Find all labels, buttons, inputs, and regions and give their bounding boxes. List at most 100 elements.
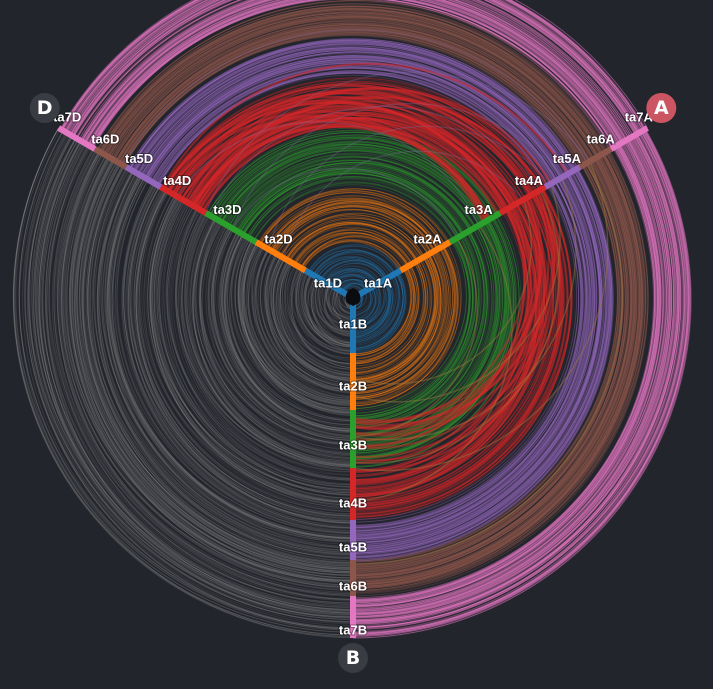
link-b-d — [320, 282, 354, 337]
link-d-a — [98, 6, 604, 154]
link-b-d — [56, 149, 354, 593]
link-b-d — [150, 195, 354, 494]
link-a-b — [352, 175, 598, 542]
link-b-d — [298, 269, 354, 347]
link-b-d — [94, 168, 354, 558]
link-d-a — [337, 279, 371, 290]
link-d-a — [141, 55, 561, 179]
link-b-d — [12, 127, 354, 638]
link-b-d — [38, 141, 354, 619]
link-a-b — [352, 267, 415, 360]
link-b-d — [91, 168, 354, 568]
link-a-b — [352, 153, 643, 585]
link-a-b — [352, 221, 506, 452]
link-d-a — [65, 0, 641, 133]
link-b-d — [200, 220, 354, 444]
link-d-a — [122, 30, 586, 166]
link-a-b — [352, 137, 675, 624]
link-d-a — [274, 208, 429, 255]
link-a-b — [352, 193, 563, 510]
link-b-d — [31, 135, 354, 611]
link-b-d — [324, 283, 354, 321]
link-a-b — [352, 168, 613, 561]
link-b-d — [234, 238, 354, 412]
link-b-d — [210, 227, 354, 449]
link-a-b — [352, 134, 680, 622]
link-d-a — [106, 11, 603, 157]
link-a-b — [352, 169, 611, 559]
link-b-d — [32, 137, 354, 620]
link-b-d — [114, 179, 354, 542]
link-a-b — [352, 160, 628, 576]
link-a-b — [352, 224, 501, 447]
link-b-d — [138, 190, 354, 512]
link-b-d — [252, 248, 354, 407]
link-d-a — [236, 162, 473, 232]
link-a-b — [352, 173, 603, 550]
link-d-a — [91, 0, 611, 151]
link-d-a — [130, 43, 572, 173]
link-a-b — [352, 235, 479, 424]
link-b-d — [143, 193, 354, 508]
link-b-d — [38, 140, 354, 614]
link-a-b — [352, 184, 579, 523]
link-d-a — [270, 202, 436, 251]
link-b-d — [82, 163, 354, 576]
link-b-d — [272, 258, 354, 385]
link-a-b — [352, 130, 689, 635]
link-d-a — [217, 143, 487, 222]
link-a-b — [352, 245, 458, 400]
link-b-d — [311, 278, 354, 347]
link-b-d — [242, 242, 354, 403]
link-a-b — [352, 175, 598, 540]
link-d-a — [121, 28, 588, 165]
link-a-b — [352, 256, 437, 383]
link-b-d — [298, 269, 354, 345]
link-d-a — [63, 0, 646, 132]
link-d-a — [289, 226, 413, 265]
link-b-d — [70, 156, 354, 583]
link-a-b — [352, 158, 633, 579]
link-b-d — [63, 152, 354, 579]
link-b-d — [170, 207, 354, 487]
link-d-a — [97, 3, 608, 152]
link-b-d — [163, 202, 354, 486]
link-d-a — [72, 0, 638, 137]
link-d-a — [127, 39, 576, 171]
link-a-b — [352, 146, 658, 605]
link-b-d — [266, 253, 354, 376]
link-b-d — [48, 146, 354, 611]
link-b-d — [283, 263, 354, 364]
link-b-d — [302, 271, 354, 344]
link-b-d — [270, 256, 354, 378]
link-b-d — [161, 202, 354, 491]
link-a-b — [352, 247, 455, 404]
link-a-b — [352, 177, 595, 542]
link-d-a — [66, 0, 639, 134]
link-a-b — [352, 145, 658, 603]
link-a-b — [352, 250, 448, 394]
link-d-a — [330, 274, 373, 288]
link-a-b — [352, 134, 680, 623]
link-a-b — [352, 183, 584, 532]
link-b-d — [304, 273, 354, 346]
link-b-d — [305, 274, 354, 348]
link-d-a — [111, 17, 597, 160]
link-a-b — [352, 254, 439, 380]
link-d-a — [98, 3, 610, 152]
link-d-a — [75, 0, 634, 139]
link-d-a — [277, 209, 430, 255]
link-b-d — [312, 278, 354, 345]
link-d-a — [104, 12, 600, 157]
link-b-d — [41, 141, 354, 608]
link-d-a — [83, 0, 624, 143]
link-a-b — [352, 154, 640, 581]
link-a-b — [352, 143, 662, 605]
link-b-d — [184, 213, 354, 464]
link-b-d — [265, 253, 354, 379]
link-d-a — [147, 59, 561, 180]
link-b-d — [74, 160, 354, 586]
link-a-b — [352, 169, 610, 553]
link-a-b — [352, 260, 429, 375]
link-b-d — [153, 197, 354, 490]
